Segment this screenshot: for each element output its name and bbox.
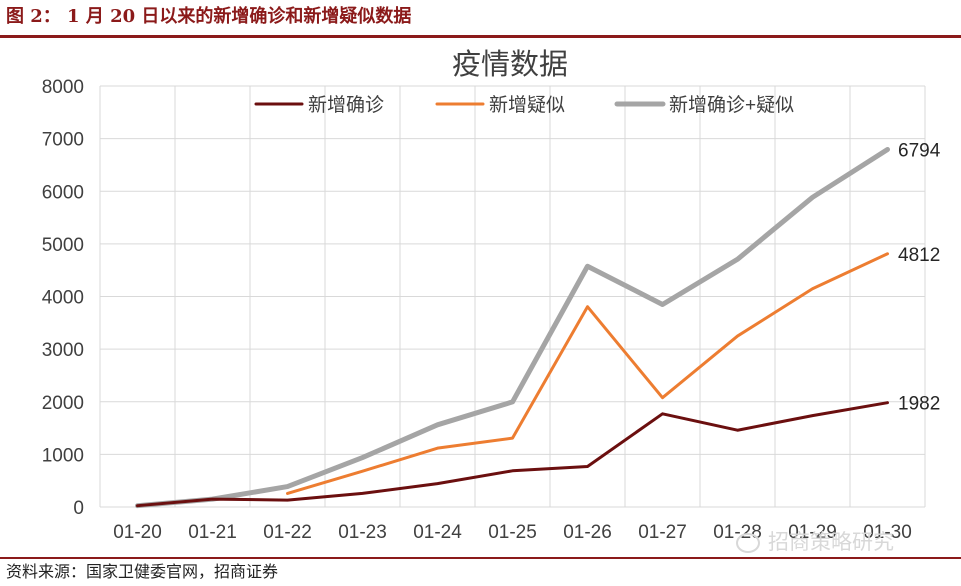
data-point [587,265,588,267]
x-tick-label: 01-23 [338,522,387,543]
y-tick-label: 5000 [42,235,84,256]
x-tick-label: 01-26 [563,522,612,543]
y-axis-ticks: 0 1000 2000 3000 4000 5000 6000 7000 8000 [42,77,84,519]
data-point [437,447,438,449]
data-point [512,401,513,403]
legend-label: 新增确诊+疑似 [669,94,794,116]
data-point [737,335,738,337]
end-labels: 6794 4812 1982 [898,140,941,414]
data-point [812,196,813,198]
y-tick-label: 8000 [42,77,84,98]
data-point [212,498,213,500]
y-tick-label: 7000 [42,130,84,151]
legend-label: 新增疑似 [489,94,565,116]
data-point [287,499,288,501]
x-tick-label: 01-29 [788,522,837,543]
data-point [137,505,138,507]
data-point [737,258,738,260]
bottom-divider [0,557,961,559]
data-point [362,457,363,459]
data-point [437,424,438,426]
watermark-text: 招商策略研究 [768,530,894,554]
y-tick-label: 6000 [42,182,84,203]
x-tick-label: 01-20 [113,522,162,543]
x-tick-label: 01-25 [488,522,537,543]
watermark: 招商策略研究 [736,528,894,556]
data-point [887,253,888,255]
data-point [287,492,288,494]
data-point [587,306,588,308]
data-point [287,486,288,488]
data-point [887,148,888,150]
data-point [437,483,438,485]
end-value-label: 4812 [898,245,940,266]
y-tick-label: 3000 [42,340,84,361]
line-chart: 疫情数据 0 1000 2000 3000 4000 5000 6000 7000 8000 0… [42,48,941,543]
end-value-label: 6794 [898,140,941,161]
x-tick-label: 01-22 [263,522,312,543]
wechat-icon [736,533,760,553]
y-tick-label: 1000 [42,445,84,466]
x-tick-label: 01-30 [863,522,912,543]
y-tick-label: 2000 [42,393,84,414]
y-tick-label: 0 [73,498,84,519]
legend-label: 新增确诊 [308,94,384,116]
data-point [362,492,363,494]
series-line [286,252,889,495]
chart-title: 疫情数据 [452,48,568,81]
data-point [512,437,513,439]
source-note: 资料来源：国家卫健委官网，招商证券 [6,562,279,581]
x-tick-label: 01-27 [638,522,687,543]
x-tick-label: 01-24 [413,522,462,543]
data-point [662,413,663,415]
data-point [512,470,513,472]
figure-title: 图 2： 1 月 20 日以来的新增确诊和新增疑似数据 [6,6,412,27]
data-point [362,470,363,472]
x-tick-label: 01-21 [188,522,237,543]
legend: 新增确诊 新增疑似 新增确诊+疑似 [254,94,794,116]
y-tick-label: 4000 [42,288,84,309]
gridlines [99,85,926,508]
top-divider [0,35,961,38]
series-lines [135,146,890,509]
data-point [887,402,888,404]
data-point [662,303,663,305]
data-point [737,429,738,431]
end-value-label: 1982 [898,394,940,415]
data-point [662,397,663,399]
data-point [812,415,813,417]
data-point [812,288,813,290]
data-point [587,466,588,468]
